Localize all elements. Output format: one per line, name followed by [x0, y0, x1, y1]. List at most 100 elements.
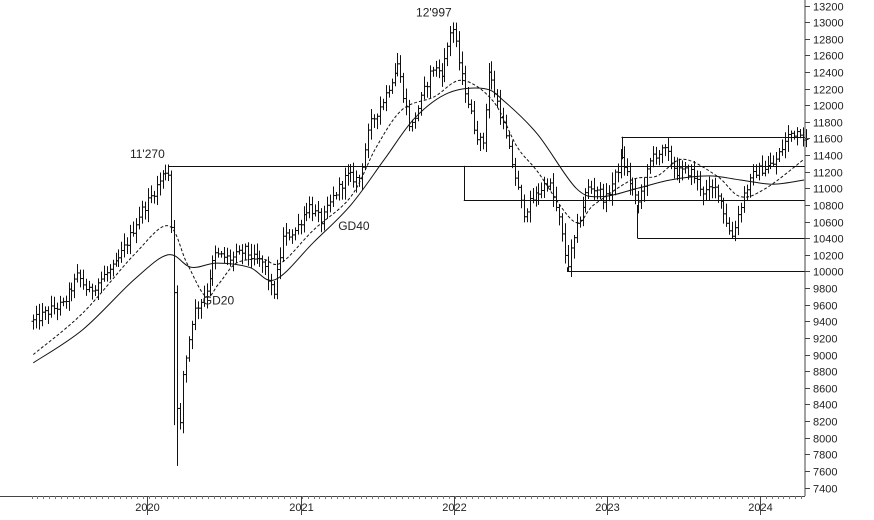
- price-bar: [378, 96, 383, 125]
- price-bar: [331, 186, 336, 208]
- price-bar: [442, 48, 447, 83]
- price-bar: [581, 196, 586, 227]
- x-tick-label: 2021: [289, 502, 313, 514]
- price-bar: [81, 269, 86, 290]
- y-tick-label: 8000: [813, 434, 837, 446]
- price-bar: [210, 255, 215, 286]
- y-tick-label: 7400: [813, 484, 837, 496]
- price-bar: [589, 180, 594, 194]
- price-bar: [466, 87, 471, 109]
- y-tick-label: 7800: [813, 450, 837, 462]
- price-bar: [328, 194, 333, 213]
- price-bar: [340, 180, 345, 200]
- price-bar: [739, 202, 744, 223]
- price-bar: [381, 98, 386, 111]
- price-bar: [140, 200, 145, 224]
- price-bar: [478, 132, 483, 151]
- price-bar: [654, 146, 659, 165]
- price-bar: [472, 100, 477, 135]
- price-bar: [595, 186, 600, 200]
- price-bar: [648, 157, 653, 174]
- price-bar: [789, 130, 794, 142]
- y-tick-label: 11600: [813, 134, 843, 146]
- price-bar: [155, 175, 160, 205]
- price-bar: [72, 273, 77, 299]
- price-bar: [231, 251, 236, 272]
- price-bar: [384, 85, 389, 112]
- price-bar: [69, 282, 74, 302]
- price-bar: [34, 305, 39, 329]
- price-bar: [67, 282, 72, 311]
- price-bar: [161, 170, 166, 189]
- price-bar: [369, 109, 374, 140]
- price-bar: [40, 302, 45, 327]
- price-bar: [510, 140, 515, 169]
- price-bar: [689, 164, 694, 185]
- price-bar: [325, 196, 330, 219]
- y-tick-label: 11400: [813, 151, 843, 163]
- y-tick-label: 9200: [813, 334, 837, 346]
- y-tick-label: 10000: [813, 267, 844, 279]
- price-bar: [572, 234, 577, 259]
- annotation-label: 12'997: [416, 5, 452, 19]
- y-tick-label: 7600: [813, 467, 837, 479]
- price-bar: [669, 145, 674, 170]
- y-tick-label: 8400: [813, 400, 837, 412]
- price-bar: [481, 132, 486, 150]
- y-tick-label: 9800: [813, 284, 837, 296]
- price-bar: [692, 160, 697, 184]
- price-bar: [525, 208, 530, 223]
- y-tick-label: 9600: [813, 301, 837, 313]
- annotation-label: 11'270: [130, 147, 165, 161]
- price-bar: [604, 183, 609, 213]
- y-tick-label: 11800: [813, 118, 843, 130]
- price-bar: [448, 26, 453, 57]
- price-bars: [31, 22, 809, 466]
- y-tick-label: 13200: [813, 2, 844, 14]
- price-bar: [745, 184, 750, 201]
- price-bar: [710, 179, 715, 199]
- price-bar: [172, 219, 177, 426]
- price-bar: [319, 208, 324, 233]
- price-bar: [114, 252, 119, 267]
- price-bar: [736, 205, 741, 236]
- price-bar: [701, 186, 706, 206]
- x-tick-label: 2020: [135, 502, 159, 514]
- price-bar: [322, 205, 327, 231]
- price-bar: [284, 222, 289, 246]
- price-bar: [131, 221, 136, 237]
- price-bar: [489, 61, 494, 90]
- price-bar: [84, 278, 89, 296]
- price-bar: [316, 201, 321, 223]
- y-tick-label: 12200: [813, 85, 844, 97]
- price-bar: [777, 147, 782, 163]
- y-tick-label: 11200: [813, 168, 843, 180]
- price-bar: [299, 219, 304, 235]
- price-bar: [387, 85, 392, 98]
- price-bar: [137, 206, 142, 230]
- price-bar: [37, 303, 42, 330]
- y-tick-label: 12800: [813, 35, 844, 47]
- price-bar: [213, 245, 218, 270]
- price-bar: [196, 301, 201, 320]
- price-bar: [622, 146, 627, 176]
- y-axis: 7400 7600 7800 8000 8200 8400 8600 8800 9000 9200…: [804, 0, 844, 496]
- price-bar: [175, 285, 180, 466]
- price-bar: [216, 247, 221, 258]
- price-bar: [149, 185, 154, 204]
- price-bar: [428, 65, 433, 98]
- price-bar: [354, 170, 359, 193]
- x-axis: 2020 2021 2022 2023 2024: [0, 496, 805, 515]
- price-bar: [99, 271, 104, 294]
- x-tick-label: 2022: [442, 502, 466, 514]
- price-bar: [64, 295, 69, 309]
- price-bar: [343, 167, 348, 200]
- price-bar: [111, 259, 116, 277]
- price-bar: [90, 283, 95, 300]
- price-bar: [49, 295, 54, 318]
- price-bar: [96, 278, 101, 301]
- price-bar: [128, 224, 133, 255]
- price-bar: [249, 243, 254, 268]
- price-bar: [454, 22, 459, 48]
- price-bar: [680, 160, 685, 181]
